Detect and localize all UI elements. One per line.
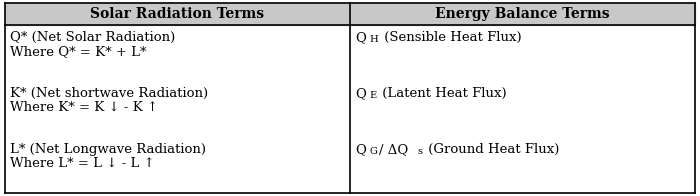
Text: Energy Balance Terms: Energy Balance Terms: [435, 7, 610, 21]
Text: (Ground Heat Flux): (Ground Heat Flux): [424, 143, 559, 156]
Bar: [5, 3, 350, 25]
Text: K* (Net shortwave Radiation): K* (Net shortwave Radiation): [10, 87, 208, 100]
Text: Q: Q: [355, 143, 366, 156]
Text: H: H: [369, 35, 378, 44]
Text: G: G: [369, 147, 377, 156]
Text: Q: Q: [355, 87, 366, 100]
Text: Q: Q: [355, 31, 366, 44]
Text: s: s: [417, 147, 422, 156]
Text: L* (Net Longwave Radiation): L* (Net Longwave Radiation): [10, 143, 206, 156]
Text: Where Q* = K* + L*: Where Q* = K* + L*: [10, 45, 146, 58]
Text: E: E: [369, 91, 377, 100]
Text: Solar Radiation Terms: Solar Radiation Terms: [90, 7, 265, 21]
Text: / ΔQ: / ΔQ: [379, 143, 409, 156]
Text: Where L* = L ↓ - L ↑: Where L* = L ↓ - L ↑: [10, 157, 155, 170]
Text: (Latent Heat Flux): (Latent Heat Flux): [379, 87, 507, 100]
Text: Where K* = K ↓ - K ↑: Where K* = K ↓ - K ↑: [10, 101, 158, 114]
Text: (Sensible Heat Flux): (Sensible Heat Flux): [380, 31, 522, 44]
Bar: [350, 3, 695, 25]
Text: Q* (Net Solar Radiation): Q* (Net Solar Radiation): [10, 31, 175, 44]
